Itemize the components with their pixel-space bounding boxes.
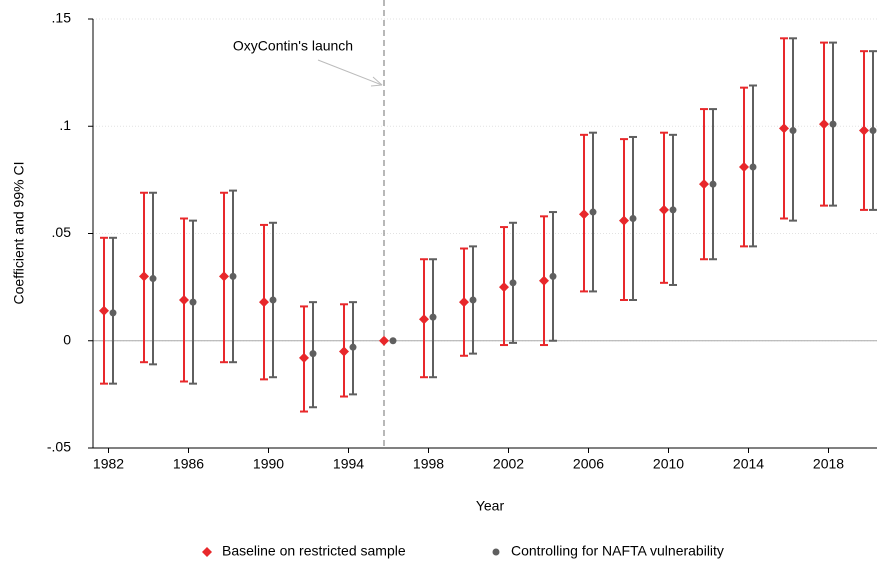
point [819, 119, 829, 130]
point [219, 271, 229, 282]
point [189, 298, 197, 306]
point [579, 209, 589, 220]
legend-marker [202, 547, 212, 557]
x-tick-label: 2002 [493, 456, 524, 472]
x-axis-title: Year [476, 498, 505, 514]
x-tick-label: 1994 [333, 456, 364, 472]
y-tick-label: 0 [63, 331, 71, 347]
point [139, 271, 149, 282]
y-tick-label: .05 [52, 224, 72, 240]
point [179, 294, 189, 305]
point [389, 337, 397, 345]
point [259, 297, 269, 308]
point [469, 296, 477, 304]
x-tick-label: 1986 [173, 456, 204, 472]
x-tick-label: 2010 [653, 456, 684, 472]
x-tick-label: 1990 [253, 456, 284, 472]
point [659, 204, 669, 215]
point [589, 208, 597, 216]
point [779, 123, 789, 134]
y-tick-label: .15 [52, 10, 72, 26]
legend-label: Controlling for NAFTA vulnerability [511, 543, 724, 559]
point [349, 343, 357, 351]
annotation: OxyContin's launch [233, 38, 353, 54]
point [269, 296, 277, 304]
point [149, 275, 157, 283]
point [229, 272, 237, 280]
point [309, 350, 317, 358]
point [669, 206, 677, 214]
point [539, 275, 549, 286]
point [109, 309, 117, 317]
point [619, 215, 629, 226]
point [429, 313, 437, 321]
point [789, 127, 797, 135]
x-tick-label: 2006 [573, 456, 604, 472]
point [709, 180, 717, 188]
point [509, 279, 517, 287]
point [749, 163, 757, 171]
point [419, 314, 429, 325]
point [499, 282, 509, 293]
x-tick-label: 2018 [813, 456, 844, 472]
x-tick-label: 2014 [733, 456, 764, 472]
point [629, 214, 637, 222]
point [99, 305, 109, 316]
point [459, 297, 469, 308]
point [869, 127, 877, 135]
point [299, 352, 309, 363]
point [859, 125, 869, 136]
point [699, 179, 709, 190]
point [379, 335, 389, 346]
y-axis-title: Coefficient and 99% CI [11, 162, 27, 305]
point [339, 346, 349, 357]
legend-label: Baseline on restricted sample [222, 543, 406, 559]
legend-marker [492, 548, 500, 556]
point [739, 162, 749, 173]
annotation-arrowhead [370, 76, 383, 87]
point [829, 120, 837, 128]
annotation-arrow [317, 59, 383, 86]
y-tick-label: .1 [59, 117, 71, 133]
x-tick-label: 1982 [93, 456, 124, 472]
y-tick-label: -.05 [47, 439, 71, 455]
point [549, 272, 557, 280]
x-tick-label: 1998 [413, 456, 444, 472]
